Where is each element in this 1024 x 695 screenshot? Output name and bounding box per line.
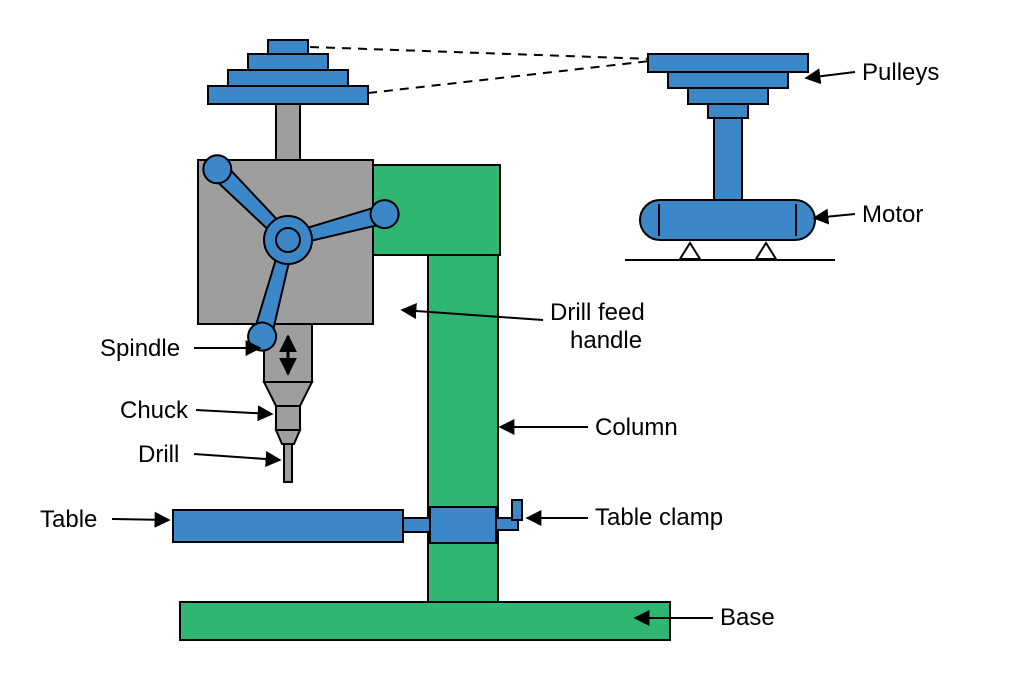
label-table-clamp: Table clamp: [595, 504, 723, 531]
arrow-table: [112, 519, 169, 520]
arrow-pulleys: [806, 72, 855, 78]
label-pulleys: Pulleys: [862, 59, 939, 86]
label-chuck: Chuck: [120, 397, 189, 424]
label-spindle: Spindle: [100, 335, 180, 362]
motor-assembly: [625, 54, 835, 260]
motor-shaft: [714, 118, 742, 200]
chuck: [276, 406, 300, 430]
label-base: Base: [720, 604, 775, 631]
left-pulley: [208, 40, 368, 104]
motor-body: [640, 200, 815, 240]
arrow-drill: [194, 454, 280, 460]
base: [180, 602, 670, 640]
drill: [284, 444, 292, 482]
right-pulley: [648, 54, 808, 118]
table: [173, 510, 403, 542]
table-clamp: [512, 500, 522, 520]
label-column: Column: [595, 414, 678, 441]
label-drill: Drill: [138, 441, 179, 468]
table-assembly: [173, 500, 522, 543]
label-table: Table: [40, 506, 97, 533]
label-motor: Motor: [862, 201, 923, 228]
arrow-motor: [814, 214, 855, 218]
arrow-chuck: [196, 410, 272, 414]
drill-press-diagram: Pulleys Motor Drill feed handle Column T…: [0, 0, 1024, 695]
table-sleeve: [430, 507, 496, 543]
label-feed-handle: Drill feed handle: [550, 299, 651, 354]
